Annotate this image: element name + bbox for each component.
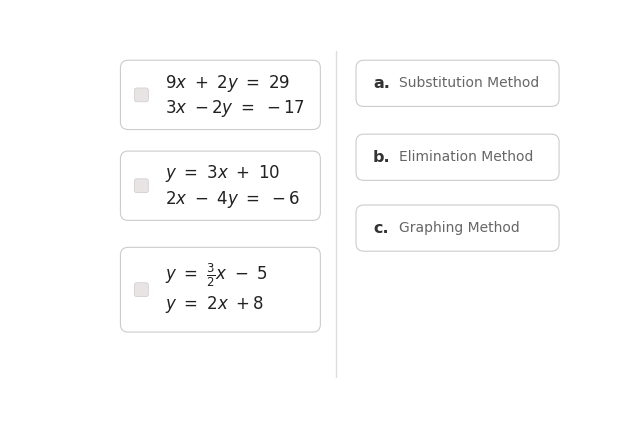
FancyBboxPatch shape [121,151,320,221]
Text: $2x\ -\ 4y\ =\ -6$: $2x\ -\ 4y\ =\ -6$ [165,189,301,210]
Text: a.: a. [373,76,390,91]
FancyBboxPatch shape [135,179,148,193]
FancyBboxPatch shape [135,88,148,102]
Text: $y\ =\ 3x\ +\ 10$: $y\ =\ 3x\ +\ 10$ [165,164,281,184]
FancyBboxPatch shape [121,60,320,130]
FancyBboxPatch shape [356,60,559,106]
Text: $y\ =\ 2x\ +8$: $y\ =\ 2x\ +8$ [165,295,264,315]
Text: $9x\ +\ 2y\ =\ 29$: $9x\ +\ 2y\ =\ 29$ [165,73,290,94]
Text: c.: c. [373,221,388,235]
FancyBboxPatch shape [121,247,320,332]
Text: b.: b. [373,150,391,165]
FancyBboxPatch shape [135,283,148,297]
Text: Graphing Method: Graphing Method [399,221,519,235]
Text: $y\ =\ \frac{3}{2}x\ -\ 5$: $y\ =\ \frac{3}{2}x\ -\ 5$ [165,262,269,289]
Text: $3x\ -2y\ =\ -17$: $3x\ -2y\ =\ -17$ [165,98,305,119]
FancyBboxPatch shape [356,134,559,180]
Text: Substitution Method: Substitution Method [399,76,539,91]
Text: Elimination Method: Elimination Method [399,150,533,164]
FancyBboxPatch shape [356,205,559,251]
